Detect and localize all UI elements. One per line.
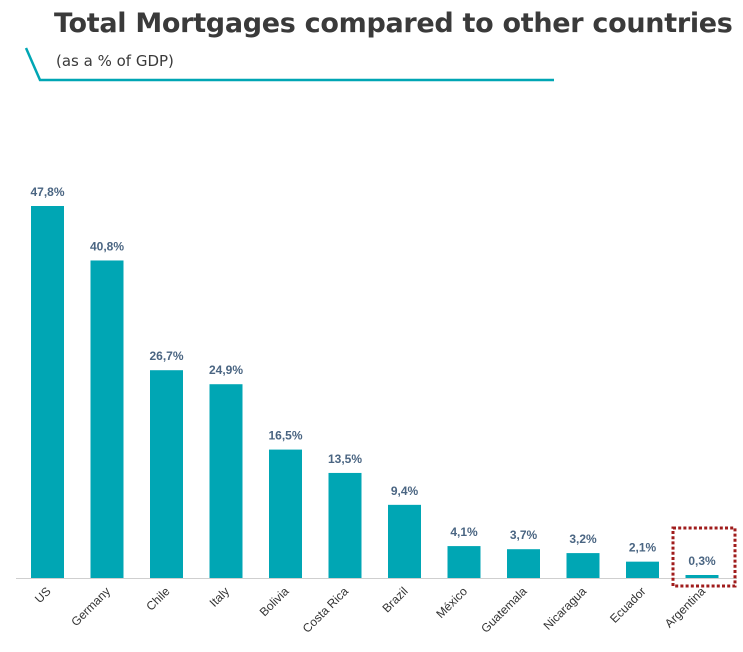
bar-nicaragua [566,553,600,578]
value-label-brazil: 9,4% [391,484,419,498]
value-label-germany: 40,8% [90,239,124,253]
chart-subtitle: (as a % of GDP) [56,52,174,70]
value-label-ecuador: 2,1% [629,541,657,555]
value-label-argentina: 0,3% [688,554,716,568]
bar-ecuador [626,561,659,578]
category-label-germany: Germany [68,584,113,629]
title-accent-line [24,47,554,82]
category-label-m-xico: México [433,584,470,621]
value-label-m-xico: 4,1% [450,525,478,539]
bar-guatemala [507,549,540,578]
bar-germany [90,260,124,578]
value-label-italy: 24,9% [209,363,243,377]
category-label-nicaragua: Nicaragua [541,584,590,633]
category-label-costa-rica: Costa Rica [300,584,352,636]
category-label-chile: Chile [143,584,172,613]
value-label-costa-rica: 13,5% [328,452,362,466]
value-label-guatemala: 3,7% [510,528,538,542]
category-labels-group: US Germany Chile Italy Bolivia Costa Rica Braz… [32,584,708,636]
value-label-bolivia: 16,5% [268,429,302,443]
value-label-nicaragua: 3,2% [569,532,597,546]
category-label-argentina: Argentina [662,584,708,630]
bar-bolivia [269,449,302,578]
bar-costa-rica [328,472,362,578]
value-label-us: 47,8% [30,185,64,199]
bar-us [31,206,64,578]
category-label-guatemala: Guatemala [478,584,530,636]
category-label-us: US [32,584,54,606]
bars-group [31,206,719,578]
category-label-ecuador: Ecuador [607,584,649,626]
bar-m-xico [447,546,481,578]
chart-title: Total Mortgages compared to other countr… [54,8,733,39]
category-label-bolivia: Bolivia [257,584,292,619]
value-labels-group: 47,8% 40,8% 26,7% 24,9% 16,5% 13,5% 9,4% 4,1% 3,… [30,185,716,568]
bar-italy [209,384,243,578]
argentina-highlight-box [671,526,737,588]
bar-brazil [388,504,421,578]
category-label-brazil: Brazil [379,584,410,615]
bar-chile [150,370,183,578]
bar-argentina [685,575,719,578]
value-label-chile: 26,7% [149,349,183,363]
category-label-italy: Italy [207,584,232,609]
